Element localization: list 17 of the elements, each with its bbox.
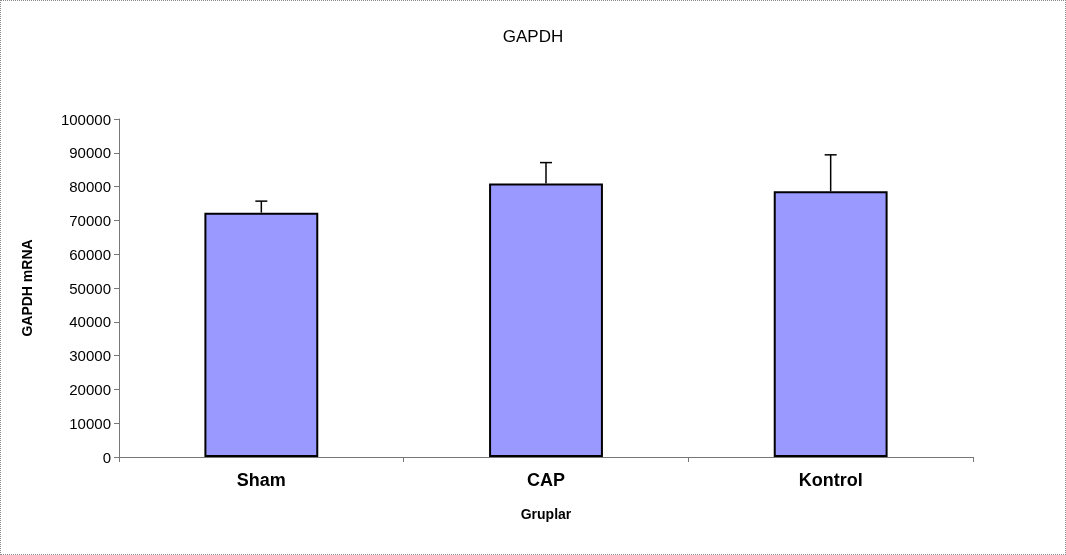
y-tick-label: 90000 xyxy=(69,144,111,162)
y-tick-label: 10000 xyxy=(69,414,111,432)
y-tick-label: 40000 xyxy=(69,313,111,331)
y-tick-label: 60000 xyxy=(69,245,111,263)
chart-title: GAPDH xyxy=(502,27,564,46)
y-tick-label: 0 xyxy=(102,448,111,466)
x-axis-title: Gruplar xyxy=(520,506,572,522)
x-tick-label: CAP xyxy=(526,470,566,490)
y-tick-label: 30000 xyxy=(69,347,111,365)
y-tick-label: 50000 xyxy=(69,279,111,297)
y-tick-label: 70000 xyxy=(69,211,111,229)
x-tick-label: Sham xyxy=(236,470,286,490)
y-axis-title: GAPDH mRNA xyxy=(19,239,35,337)
y-tick-label: 80000 xyxy=(69,178,111,196)
x-tick-label: Kontrol xyxy=(798,470,863,490)
y-tick-label: 20000 xyxy=(69,380,111,398)
y-tick-label: 100000 xyxy=(60,110,111,128)
